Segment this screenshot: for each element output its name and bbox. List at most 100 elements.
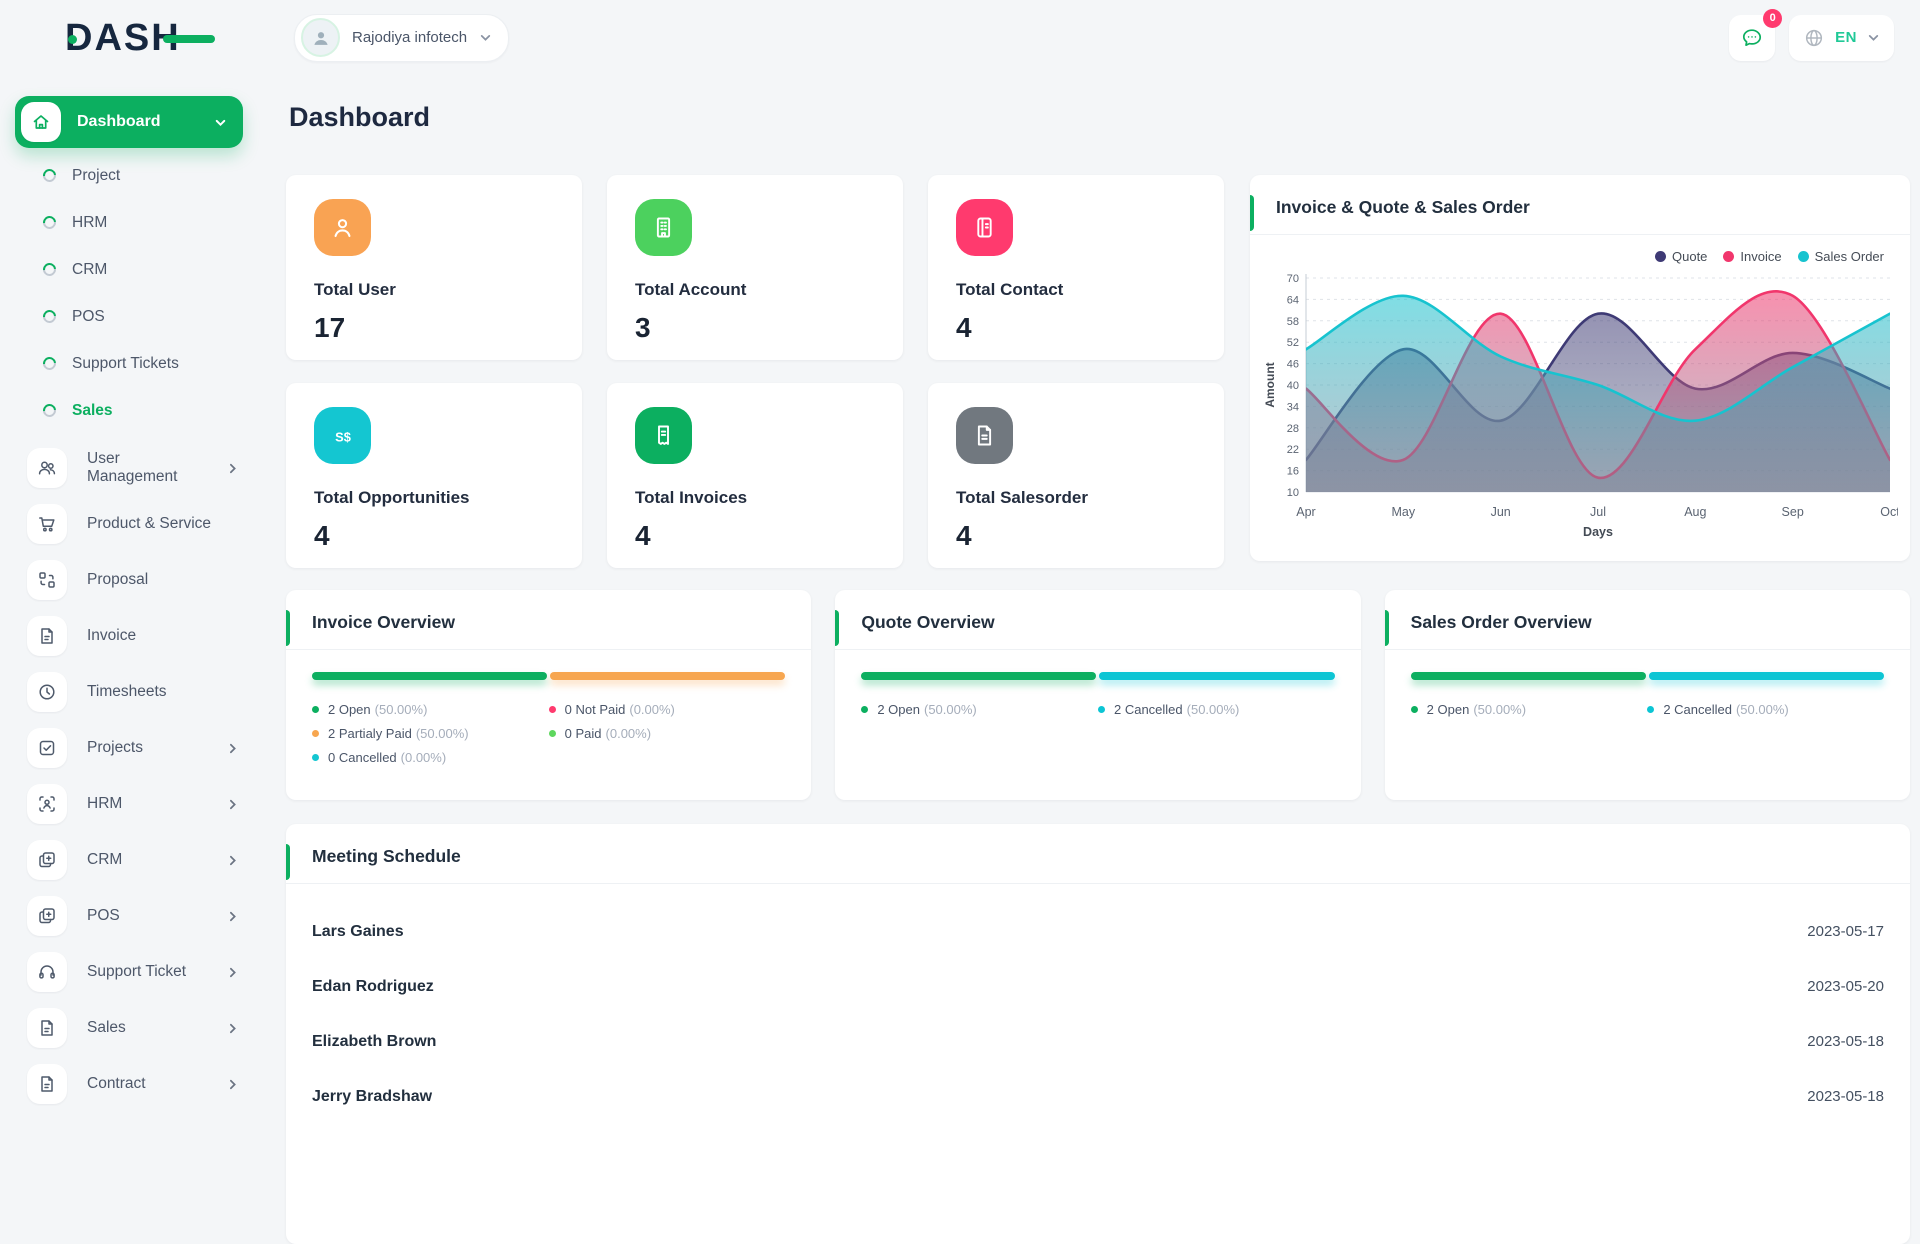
stats-grid: Total User 17 Total Account 3 Total Cont… bbox=[286, 175, 1224, 568]
meeting-date: 2023-05-18 bbox=[1807, 1033, 1884, 1050]
legend-dot-icon bbox=[1647, 706, 1655, 713]
progress-segment bbox=[550, 672, 786, 680]
legend-dot-icon bbox=[312, 754, 319, 761]
progress-segment bbox=[1410, 672, 1646, 680]
status-progress-bar bbox=[861, 672, 1335, 680]
stat-value: 3 bbox=[635, 312, 651, 343]
person-icon bbox=[314, 199, 371, 256]
sidebar-item-contract[interactable]: Contract bbox=[15, 1056, 283, 1112]
meeting-name: Lars Gaines bbox=[312, 922, 404, 940]
chart-legend-item-quote[interactable]: Quote bbox=[1655, 249, 1707, 264]
check-square-icon bbox=[27, 728, 67, 768]
sidebar-main-menu: User Management Product & Service Propos… bbox=[15, 440, 283, 1112]
card-accent-bar bbox=[835, 610, 840, 646]
overview-legend: 2 Open (50.00%) 2 Partialy Paid (50.00%) 0… bbox=[312, 702, 785, 774]
divider bbox=[286, 883, 1910, 884]
svg-text:58: 58 bbox=[1287, 316, 1299, 328]
messages-button[interactable]: 0 bbox=[1729, 8, 1783, 61]
chevron-right-icon bbox=[226, 798, 239, 811]
brand-logo[interactable]: DASH bbox=[15, 0, 283, 75]
stat-card-total-account: Total Account 3 bbox=[607, 175, 903, 360]
svg-text:40: 40 bbox=[1287, 380, 1299, 392]
meeting-row: Jerry Bradshaw 2023-05-18 bbox=[312, 1069, 1884, 1124]
chart-card: Invoice & Quote & Sales Order Quote Invoi… bbox=[1250, 175, 1910, 561]
meeting-date: 2023-05-18 bbox=[1807, 1088, 1884, 1105]
sidebar-item-pos[interactable]: POS bbox=[15, 888, 283, 944]
document-icon bbox=[956, 407, 1013, 464]
divider bbox=[835, 649, 1361, 650]
cart-icon bbox=[27, 504, 67, 544]
svg-text:Amount: Amount bbox=[1263, 362, 1277, 407]
home-icon bbox=[21, 102, 61, 142]
overview-card-title: Quote Overview bbox=[861, 612, 995, 632]
sidebar-item-support-ticket[interactable]: Support Ticket bbox=[15, 944, 283, 1000]
stat-card-total-salesorder: Total Salesorder 4 bbox=[928, 383, 1224, 568]
chevron-down-icon bbox=[214, 116, 227, 129]
sidebar-item-invoice[interactable]: Invoice bbox=[15, 608, 283, 664]
chart-legend-item-sales-order[interactable]: Sales Order bbox=[1797, 249, 1884, 264]
users-icon bbox=[27, 448, 67, 488]
svg-text:Apr: Apr bbox=[1296, 505, 1315, 519]
svg-text:34: 34 bbox=[1287, 401, 1299, 413]
chart-legend-item-invoice[interactable]: Invoice bbox=[1723, 249, 1782, 264]
overview-card-invoice-overview: Invoice Overview 2 Open (50.00%) 2 Partia… bbox=[286, 590, 812, 800]
chart-legend: Quote Invoice Sales Order bbox=[1250, 235, 1910, 264]
sidebar-item-projects[interactable]: Projects bbox=[15, 720, 283, 776]
stat-card-total-opportunities: S$ Total Opportunities 4 bbox=[286, 383, 582, 568]
legend-dot-icon bbox=[312, 706, 319, 713]
svg-text:May: May bbox=[1392, 505, 1416, 519]
chevron-right-icon bbox=[226, 910, 239, 923]
file-icon bbox=[27, 1064, 67, 1104]
overview-card-sales-order-overview: Sales Order Overview 2 Open (50.00%) 2 Ca… bbox=[1384, 590, 1910, 800]
svg-text:46: 46 bbox=[1287, 359, 1299, 371]
svg-text:28: 28 bbox=[1287, 423, 1299, 435]
sidebar-subitem-project[interactable]: Project bbox=[15, 152, 283, 199]
chevron-right-icon bbox=[226, 462, 239, 475]
language-selector[interactable]: EN bbox=[1789, 14, 1894, 61]
overview-card-title: Invoice Overview bbox=[312, 612, 455, 632]
sidebar-subitem-pos[interactable]: POS bbox=[15, 293, 283, 340]
sidebar-subitem-support-tickets[interactable]: Support Tickets bbox=[15, 340, 283, 387]
meeting-name: Jerry Bradshaw bbox=[312, 1087, 433, 1105]
meeting-row: Edan Rodriguez 2023-05-20 bbox=[312, 959, 1884, 1014]
sidebar-item-proposal[interactable]: Proposal bbox=[15, 552, 283, 608]
sidebar-subitem-crm[interactable]: CRM bbox=[15, 246, 283, 293]
svg-text:S$: S$ bbox=[335, 429, 351, 444]
overview-legend-item: 2 Cancelled (50.00%) bbox=[1647, 702, 1884, 717]
sidebar-item-dashboard[interactable]: Dashboard bbox=[15, 96, 243, 148]
sidebar-item-user-management[interactable]: User Management bbox=[15, 440, 283, 496]
logo-dash-icon bbox=[162, 34, 215, 43]
svg-text:22: 22 bbox=[1287, 444, 1299, 456]
receipt-icon bbox=[635, 407, 692, 464]
sidebar-subitem-sales[interactable]: Sales bbox=[15, 387, 283, 434]
sidebar-item-crm[interactable]: CRM bbox=[15, 832, 283, 888]
card-accent-bar bbox=[286, 610, 290, 646]
globe-icon bbox=[1806, 29, 1823, 46]
overview-legend-item: 0 Paid (0.00%) bbox=[548, 726, 786, 741]
svg-text:10: 10 bbox=[1287, 487, 1299, 499]
progress-segment bbox=[861, 672, 1097, 680]
overview-legend-item: 2 Open (50.00%) bbox=[1410, 702, 1648, 717]
stat-label: Total Invoices bbox=[635, 488, 748, 507]
svg-text:16: 16 bbox=[1287, 466, 1299, 478]
sidebar-item-product-service[interactable]: Product & Service bbox=[15, 496, 283, 552]
stat-label: Total Account bbox=[635, 280, 747, 299]
sidebar-item-hrm[interactable]: HRM bbox=[15, 776, 283, 832]
cards-icon bbox=[27, 840, 67, 880]
status-progress-bar bbox=[312, 672, 786, 680]
bullet-ring-icon bbox=[40, 166, 59, 185]
workspace-selector[interactable]: Rajodiya infotech bbox=[294, 13, 510, 62]
card-accent-bar bbox=[1250, 195, 1254, 231]
sidebar: DASH Dashboard Project HRM CRM POS bbox=[0, 0, 283, 1104]
legend-dot-icon bbox=[1410, 706, 1418, 713]
chevron-right-icon bbox=[226, 966, 239, 979]
svg-text:Aug: Aug bbox=[1684, 505, 1706, 519]
file-icon bbox=[27, 616, 67, 656]
sidebar-item-timesheets[interactable]: Timesheets bbox=[15, 664, 283, 720]
stat-card-total-user: Total User 17 bbox=[286, 175, 582, 360]
sidebar-dashboard-submenu: Project HRM CRM POS Support Tickets Sale… bbox=[15, 152, 283, 434]
sidebar-subitem-hrm[interactable]: HRM bbox=[15, 199, 283, 246]
divider bbox=[286, 649, 812, 650]
stats-and-chart-row: Total User 17 Total Account 3 Total Cont… bbox=[286, 175, 1910, 568]
sidebar-item-sales[interactable]: Sales bbox=[15, 1000, 283, 1056]
